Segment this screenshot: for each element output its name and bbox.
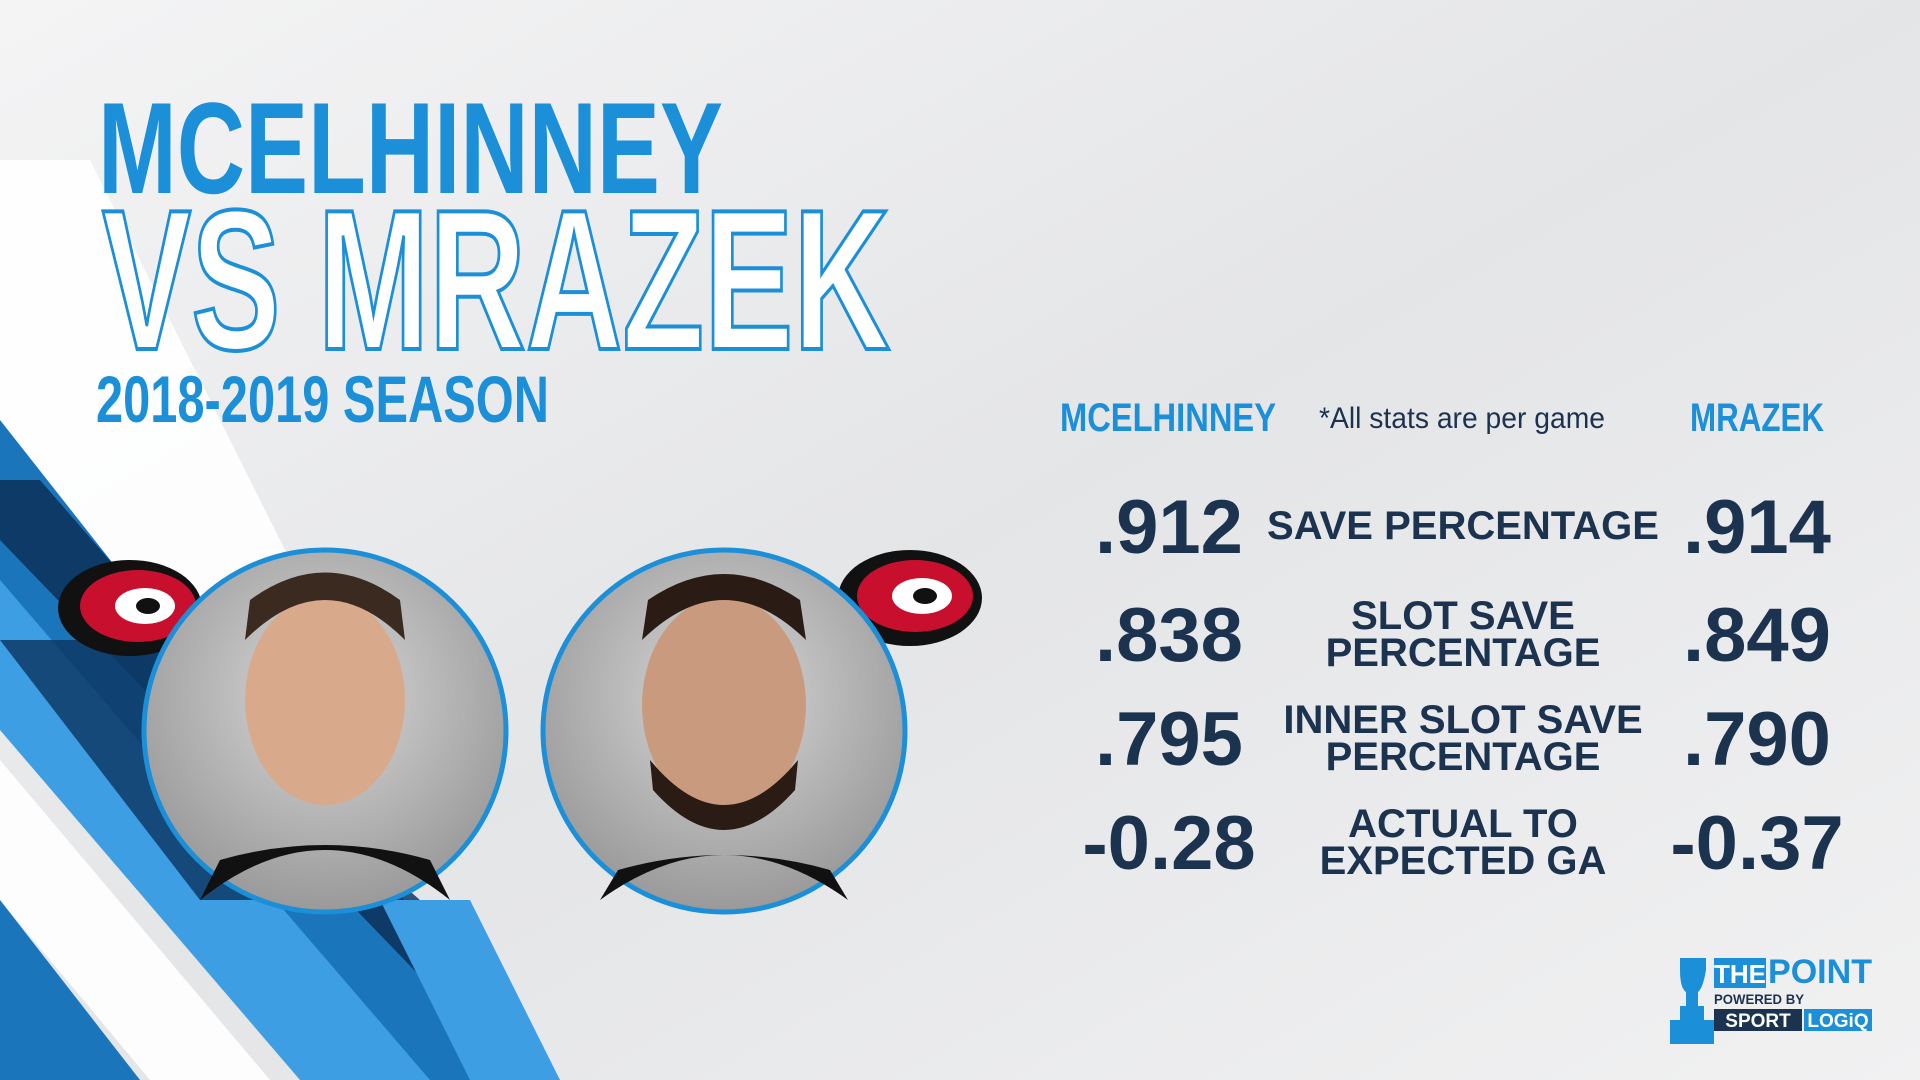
right-value: .849 bbox=[1683, 593, 1831, 678]
title-line1: MCELHINNEY bbox=[98, 75, 723, 221]
right-value: -0.37 bbox=[1670, 801, 1843, 886]
player-photo-left bbox=[141, 547, 509, 915]
team-logo-right bbox=[838, 550, 982, 646]
logo-the: THE bbox=[1714, 959, 1766, 989]
stat-label: INNER SLOT SAVE bbox=[1283, 698, 1642, 742]
team-logo-left bbox=[58, 560, 202, 656]
right-value: .914 bbox=[1683, 485, 1831, 570]
logo-sport: SPORT bbox=[1725, 1011, 1791, 1032]
right-value: .790 bbox=[1683, 697, 1831, 782]
stat-label: EXPECTED GA bbox=[1320, 839, 1607, 883]
player-photo-right bbox=[540, 547, 908, 915]
left-value: .795 bbox=[1095, 697, 1243, 782]
note: *All stats are per game bbox=[1319, 402, 1605, 435]
title-line2: VS MRAZEK bbox=[102, 169, 890, 392]
stat-label: ACTUAL TO bbox=[1348, 802, 1578, 846]
left-header: MCELHINNEY bbox=[1060, 396, 1276, 440]
left-value: .912 bbox=[1095, 485, 1243, 570]
logo-logiq: LOGiQ bbox=[1807, 1011, 1868, 1032]
logo-powered: POWERED BY bbox=[1714, 991, 1805, 1007]
left-value: -0.28 bbox=[1082, 801, 1255, 886]
stat-label: PERCENTAGE bbox=[1326, 735, 1601, 779]
stat-label: PERCENTAGE bbox=[1326, 631, 1601, 675]
stat-label: SLOT SAVE bbox=[1351, 594, 1575, 638]
logo-point: POINT bbox=[1768, 953, 1872, 991]
stat-label: SAVE PERCENTAGE bbox=[1267, 504, 1659, 548]
right-header: MRAZEK bbox=[1690, 396, 1824, 440]
season: 2018-2019 SEASON bbox=[96, 362, 549, 436]
left-value: .838 bbox=[1095, 593, 1243, 678]
brand-logo: THE POINT POWERED BY SPORT LOGiQ bbox=[1670, 953, 1872, 1044]
stats-table: .912 .914 SAVE PERCENTAGE .838 .849 SLOT SAVE… bbox=[1082, 485, 1843, 886]
